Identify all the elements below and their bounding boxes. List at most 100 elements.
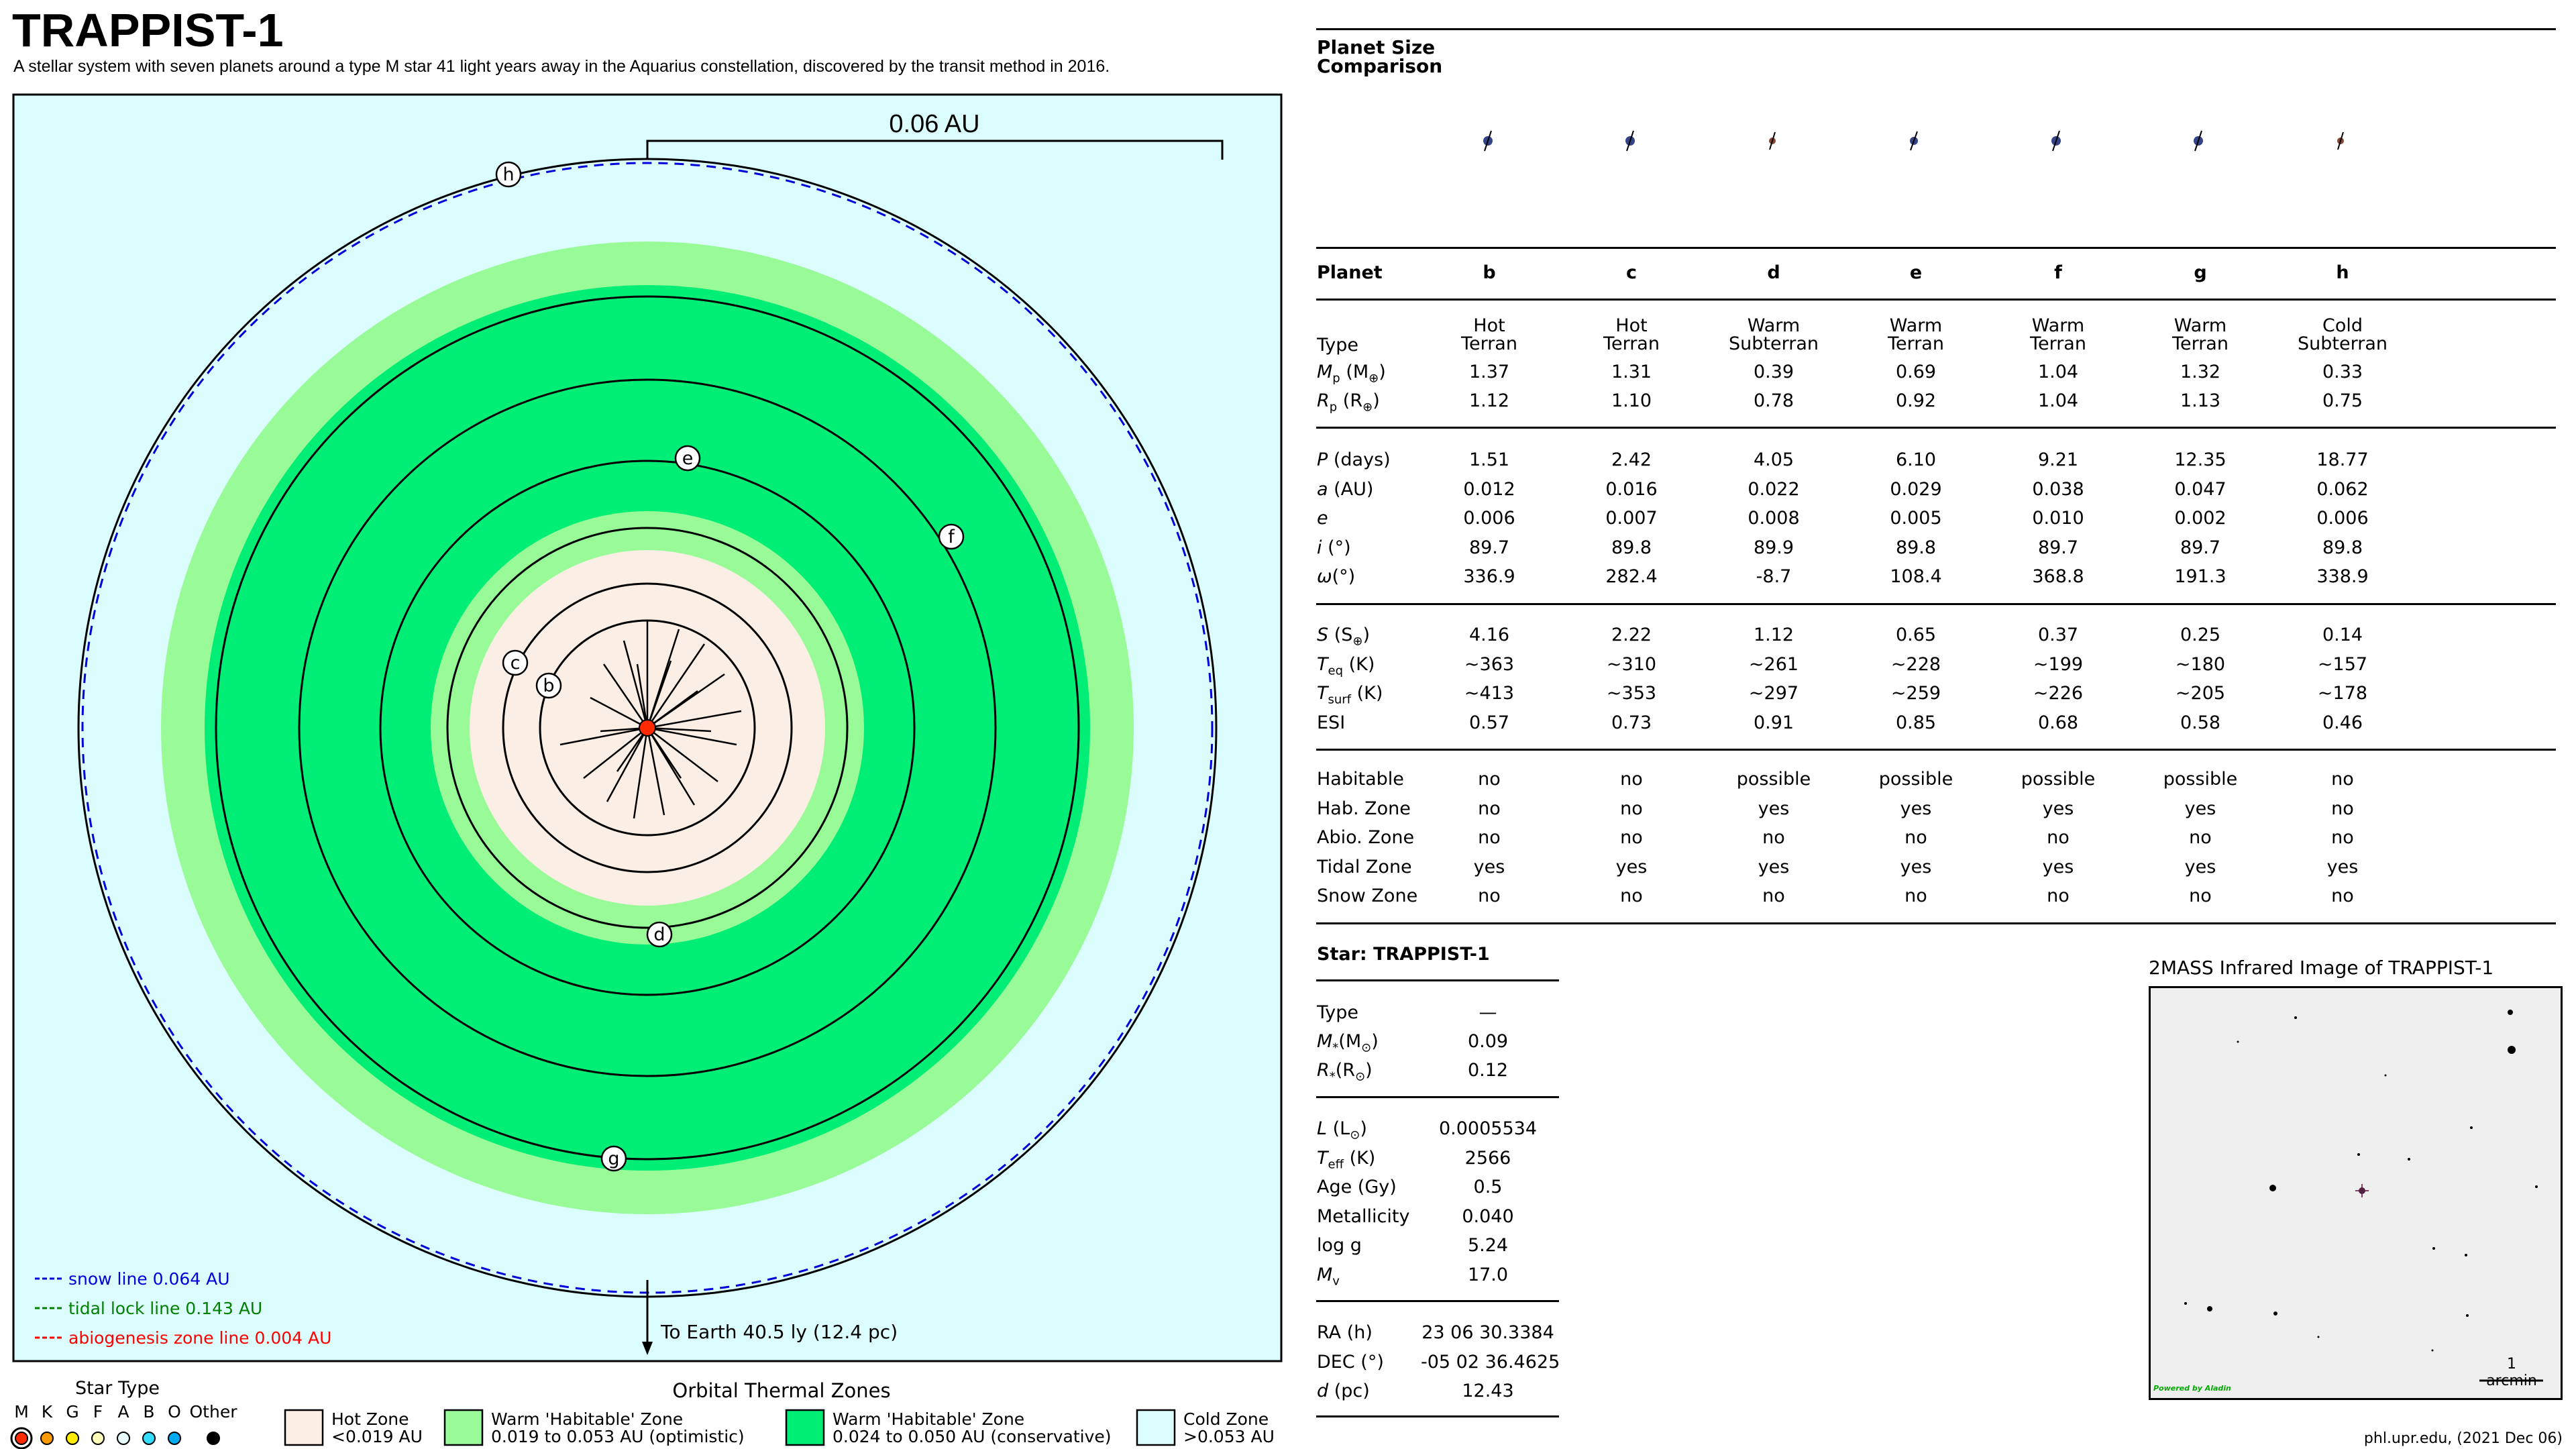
planet-marker-b[interactable]: b (535, 672, 562, 699)
table-cell: yes (1900, 856, 1932, 877)
table-cell: 0.006 (1463, 508, 1515, 529)
svg-text:0.019 to 0.053 AU (optimistic): 0.019 to 0.053 AU (optimistic) (491, 1427, 745, 1446)
planet-type-kind: Terran (1888, 333, 1944, 354)
rule-top (1316, 28, 2556, 30)
cold-zone-swatch (1136, 1409, 1176, 1446)
star-row-label: R*(R⊙) (1317, 1060, 1373, 1084)
table-cell: ~228 (1890, 653, 1941, 675)
orbit-diagram: b c d e f g h 0.06 AU To Earth 40.5 ly (… (10, 93, 1283, 1449)
table-cell: ~310 (1606, 653, 1657, 675)
star-type-title: Star Type (75, 1378, 160, 1399)
table-cell: 0.047 (2174, 478, 2226, 500)
table-cell: 0.022 (1748, 478, 1800, 500)
planet-type-h: Cold Subterran (2275, 317, 2410, 353)
star-row-label: d (pc) (1317, 1381, 1370, 1401)
infrared-image[interactable]: 1 arcmin Powered by Aladin (2149, 986, 2563, 1400)
infrared-scale-label: 1 arcmin (2486, 1356, 2537, 1389)
table-cell: ~226 (2033, 683, 2084, 704)
zone-legend-title: Orbital Thermal Zones (672, 1379, 890, 1402)
planet-marker-h[interactable]: h (495, 161, 522, 188)
table-cell: 0.46 (2322, 712, 2363, 733)
star-row-value: 5.24 (1467, 1235, 1509, 1256)
planet-header-c: c (1625, 262, 1637, 283)
planet-type-kind: Terran (1603, 333, 1660, 354)
page-title: TRAPPIST-1 (12, 4, 284, 56)
table-cell: no (1620, 827, 1643, 848)
aladin-logo-text: Powered by Aladin (2153, 1384, 2231, 1393)
hot-zone-swatch (284, 1409, 324, 1446)
table-cell: no (1620, 769, 1643, 790)
size-planet-h (2337, 131, 2344, 150)
table-cell: 1.37 (1468, 362, 1510, 382)
table-cell: yes (1473, 856, 1505, 877)
table-cell: no (1904, 885, 1927, 906)
planet-type-kind: Subterran (2298, 333, 2387, 354)
table-cell: 0.005 (1890, 508, 1942, 529)
star-row-value: 2566 (1464, 1147, 1511, 1169)
table-cell: 89.7 (2037, 537, 2079, 558)
size-planet-b (1483, 130, 1493, 152)
table-cell: 6.10 (1895, 449, 1937, 470)
size-planet-d (1769, 131, 1776, 150)
table-cell: no (1620, 885, 1643, 906)
table-cell: no (1478, 827, 1501, 848)
table-cell: no (2331, 885, 2354, 906)
warm-conservative-swatch (785, 1409, 825, 1446)
planet-markers: b c d e f g h (495, 161, 965, 1172)
table-cell: possible (2163, 769, 2238, 790)
table-cell: 0.33 (2322, 362, 2363, 382)
table-cell: yes (2184, 798, 2216, 819)
row-label: i (°) (1317, 537, 1351, 558)
star-type-other-dot (207, 1432, 220, 1445)
rule-star-1 (1316, 979, 1559, 981)
star-type-f-dot (91, 1432, 105, 1445)
table-cell: 1.13 (2180, 390, 2221, 411)
table-cell: no (1762, 827, 1785, 848)
star-row-value: 0.0005534 (1438, 1118, 1537, 1139)
table-cell: ~261 (1748, 653, 1799, 675)
svg-text:h: h (502, 164, 514, 185)
star-row-label: Teff (K) (1317, 1147, 1376, 1171)
legend-tidal-lock-line: tidal lock line 0.143 AU (68, 1299, 262, 1318)
planet-type-kind: Subterran (1729, 333, 1819, 354)
planet-marker-g[interactable]: g (600, 1145, 627, 1172)
rule-group3 (1316, 749, 2556, 751)
table-cell: 1.51 (1468, 449, 1510, 470)
table-cell: 4.05 (1753, 449, 1794, 470)
svg-text:0.024 to 0.050 AU (conservativ: 0.024 to 0.050 AU (conservative) (833, 1427, 1112, 1446)
page-subtitle: A stellar system with seven planets arou… (13, 57, 1110, 76)
row-label: Teq (K) (1317, 653, 1375, 678)
table-cell: 0.062 (2316, 478, 2369, 500)
rule-group1 (1316, 427, 2556, 429)
svg-text:Warm 'Habitable' Zone: Warm 'Habitable' Zone (491, 1409, 683, 1429)
row-label: P (days) (1317, 449, 1391, 470)
planet-marker-d[interactable]: d (646, 921, 673, 948)
star-type-g-dot (66, 1432, 79, 1445)
table-cell: possible (1736, 769, 1811, 790)
table-cell: 18.77 (2316, 449, 2369, 470)
row-label: a (AU) (1317, 478, 1374, 500)
planet-marker-f[interactable]: f (938, 523, 965, 550)
star-row-label: L (L⊙) (1317, 1118, 1367, 1142)
table-cell: ~413 (1464, 683, 1515, 704)
star-row-value: 0.5 (1473, 1177, 1503, 1197)
table-cell: 0.006 (2316, 508, 2369, 529)
table-cell: yes (1758, 856, 1790, 877)
planet-type-class: Hot (1615, 315, 1648, 336)
star-type-a-dot (117, 1432, 130, 1445)
table-cell: 0.007 (1605, 508, 1658, 529)
planet-marker-e[interactable]: e (674, 445, 701, 472)
table-cell: ~157 (2317, 653, 2368, 675)
table-cell: yes (1900, 798, 1932, 819)
planet-type-class: Cold (2322, 315, 2363, 336)
table-cell: no (2047, 827, 2070, 848)
table-cell: 2.22 (1611, 625, 1652, 645)
row-label: Snow Zone (1317, 885, 1418, 906)
svg-text:F: F (93, 1402, 103, 1421)
planet-header-b: b (1483, 262, 1496, 283)
row-label: ESI (1317, 712, 1346, 733)
star-row-label: M*(M⊙) (1317, 1031, 1379, 1055)
planet-type-f: Warm Terran (1991, 317, 2125, 353)
planet-marker-c[interactable]: c (502, 649, 529, 676)
planet-header-e: e (1909, 262, 1923, 283)
